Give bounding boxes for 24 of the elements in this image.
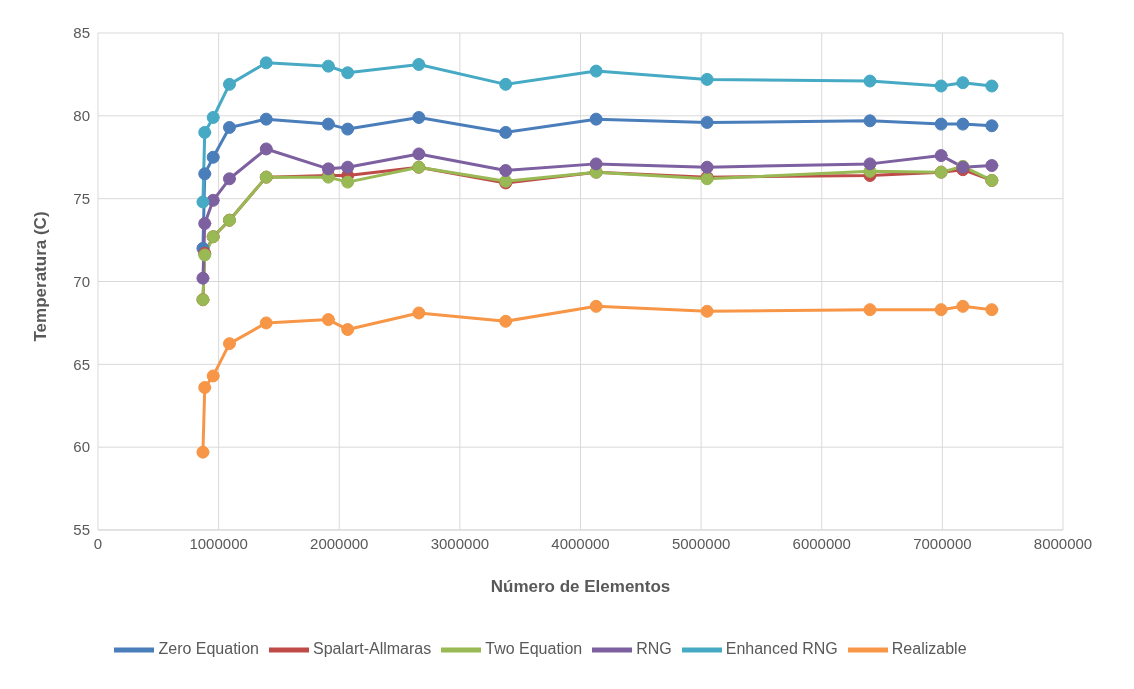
y-tick-label: 85 — [73, 24, 90, 42]
y-tick-label: 65 — [73, 355, 90, 373]
y-tick-label: 60 — [73, 438, 90, 456]
y-tick-label: 80 — [73, 107, 90, 125]
x-tick-label: 2000000 — [310, 534, 369, 552]
x-tick-label: 1000000 — [189, 534, 248, 552]
legend-label: Two Equation — [485, 640, 583, 658]
legend-label: Realizable — [891, 640, 967, 658]
x-tick-label: 6000000 — [792, 534, 851, 552]
y-tick-label: 70 — [73, 272, 90, 290]
x-tick-label: 5000000 — [671, 534, 731, 552]
legend-label: Zero Equation — [158, 640, 259, 658]
y-axis-title: Temperatura (C) — [31, 211, 51, 342]
legend-label: Spalart-Allmaras — [312, 640, 432, 658]
legend-label: RNG — [636, 640, 672, 658]
x-tick-label: 7000000 — [913, 534, 972, 552]
x-tick-label: 0 — [93, 534, 103, 552]
y-tick-label: 55 — [73, 521, 90, 539]
legend-label: Enhanced RNG — [725, 640, 838, 658]
x-tick-label: 3000000 — [430, 534, 490, 552]
y-tick-label: 75 — [73, 189, 90, 207]
x-tick-label: 4000000 — [551, 534, 610, 552]
x-axis-title: Número de Elementos — [490, 577, 671, 596]
x-tick-label: 8000000 — [1033, 534, 1093, 552]
